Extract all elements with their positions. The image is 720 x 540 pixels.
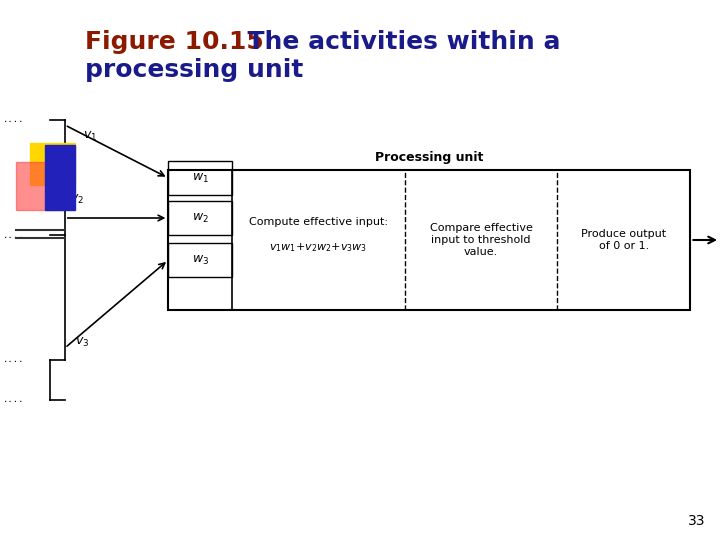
Bar xyxy=(45,145,75,210)
Bar xyxy=(30,143,75,185)
Bar xyxy=(16,162,63,210)
Text: Compare effective
input to threshold
value.: Compare effective input to threshold val… xyxy=(430,224,533,256)
Text: ....: .... xyxy=(3,231,24,240)
Text: Compute effective input:: Compute effective input: xyxy=(249,217,388,227)
Bar xyxy=(168,201,233,235)
Text: $v_1$: $v_1$ xyxy=(83,130,96,143)
Text: ....: .... xyxy=(3,116,24,125)
Bar xyxy=(168,161,233,195)
Text: ....: .... xyxy=(3,395,24,404)
Text: Figure 10.15: Figure 10.15 xyxy=(84,30,264,54)
Text: The activities within a: The activities within a xyxy=(230,30,561,54)
Text: processing unit: processing unit xyxy=(84,58,303,82)
Text: $w_1$: $w_1$ xyxy=(192,172,209,185)
Text: $w_2$: $w_2$ xyxy=(192,212,209,225)
Bar xyxy=(168,170,690,310)
Text: $v_1w_1$+$v_2w_2$+$v_3w_3$: $v_1w_1$+$v_2w_2$+$v_3w_3$ xyxy=(269,241,368,254)
Bar xyxy=(168,243,233,277)
Text: Processing unit: Processing unit xyxy=(375,151,484,164)
Text: $v_2$: $v_2$ xyxy=(70,193,84,206)
Text: $v_3$: $v_3$ xyxy=(75,336,89,349)
Text: $w_3$: $w_3$ xyxy=(192,253,209,267)
Text: Produce output
of 0 or 1.: Produce output of 0 or 1. xyxy=(581,229,667,251)
Text: ....: .... xyxy=(3,355,24,364)
Text: 33: 33 xyxy=(688,514,705,528)
